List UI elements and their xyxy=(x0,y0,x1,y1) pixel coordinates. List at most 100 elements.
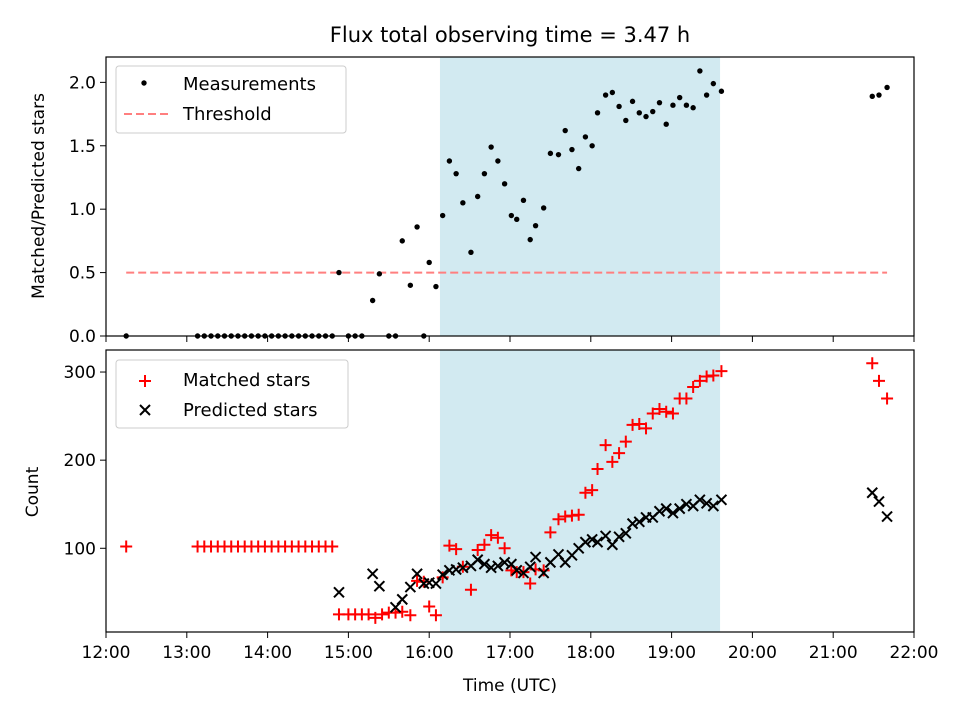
predicted-stars-point xyxy=(478,558,491,570)
measurements-point xyxy=(569,146,575,153)
measurements-point xyxy=(439,212,446,219)
measurements-point xyxy=(399,238,405,244)
measurements-point xyxy=(336,269,342,276)
measurements-point xyxy=(481,170,488,177)
legend-measurements-marker xyxy=(141,80,147,86)
matched-stars-point xyxy=(572,508,585,521)
predicted-stars-point xyxy=(626,517,639,530)
count-panel: 100 200 300 12:00 13:00 14:00 15:00 16:00 17:00… xyxy=(23,349,939,663)
measurements-point xyxy=(616,103,622,110)
measurements-point xyxy=(474,193,481,200)
measurements-point xyxy=(369,297,376,304)
predicted-stars-point xyxy=(436,569,449,581)
x-tick-label: 22:00 xyxy=(890,643,939,663)
predicted-stars-point xyxy=(396,593,408,606)
predicted-stars-point xyxy=(492,560,504,572)
matched-stars-point xyxy=(707,369,720,382)
measurements-point xyxy=(446,158,453,164)
y-tick-label: 0.0 xyxy=(69,327,96,347)
matched-stars-point xyxy=(606,455,619,468)
legend-threshold-label: Threshold xyxy=(182,104,272,125)
matched-stars-point xyxy=(326,540,339,553)
matched-stars-point xyxy=(443,539,456,552)
matched-stars-point xyxy=(464,583,477,596)
measurements-point xyxy=(501,181,508,187)
measurements-point xyxy=(407,282,414,288)
observing-window-shade xyxy=(439,350,721,632)
predicted-stars-point xyxy=(881,510,893,523)
predicted-stars-point xyxy=(373,580,386,592)
predicted-stars-point xyxy=(450,563,462,576)
measurements-point xyxy=(703,92,710,98)
measurements-point xyxy=(582,134,589,140)
predicted-stars-point xyxy=(404,581,417,593)
matched-stars-point xyxy=(680,392,693,405)
x-tick-label: 20:00 xyxy=(728,643,777,663)
predicted-stars-point xyxy=(633,516,645,528)
y-tick-label: 100 xyxy=(64,539,96,559)
ratio-legend: Measurements Threshold xyxy=(115,65,347,134)
measurements-point xyxy=(426,259,432,266)
predicted-stars-point xyxy=(613,531,625,543)
measurements-point xyxy=(718,88,725,94)
matched-stars-point xyxy=(362,608,375,621)
measurements-point xyxy=(575,165,582,172)
measurements-point xyxy=(414,224,420,230)
predicted-stars-point xyxy=(667,507,679,519)
measurements-point xyxy=(594,110,601,116)
predicted-stars-point xyxy=(660,502,672,515)
y-tick-label: 1.5 xyxy=(69,137,96,157)
y-tick-label: 1.0 xyxy=(69,200,96,220)
ratio-panel: 0.00.51.01.52.0 Matched/Predicted stars … xyxy=(29,56,915,347)
x-tick-label: 17:00 xyxy=(486,643,535,663)
predicted-stars-point xyxy=(333,586,345,599)
measurements-point xyxy=(869,93,875,100)
matched-stars-point xyxy=(524,577,537,590)
ratio-legend-box xyxy=(115,65,347,134)
predicted-stars-point xyxy=(694,494,706,506)
measurements-point xyxy=(468,249,474,255)
predicted-stars-point xyxy=(498,556,511,569)
measurements-point xyxy=(460,200,466,206)
matched-stars-point xyxy=(715,365,728,378)
matched-stars-point xyxy=(613,447,626,460)
predicted-stars-point xyxy=(707,500,720,512)
measurements-point xyxy=(623,117,629,124)
predicted-stars-point xyxy=(599,530,612,542)
measurements-point xyxy=(670,102,676,108)
matched-stars-point xyxy=(619,435,632,448)
predicted-stars-point xyxy=(653,505,666,517)
measurements-point xyxy=(636,110,642,116)
measurements-point xyxy=(520,197,527,204)
x-tick-label: 14:00 xyxy=(243,643,292,663)
measurements-point xyxy=(495,158,501,164)
measurements-point xyxy=(643,113,649,120)
matched-stars-point xyxy=(478,538,491,551)
matched-stars-point xyxy=(633,418,646,431)
y-tick-label: 0.5 xyxy=(69,264,96,284)
measurements-point xyxy=(508,212,515,219)
matched-stars-point xyxy=(552,513,565,526)
x-tick-label: 13:00 xyxy=(162,643,211,663)
count-y-axis-label: Count xyxy=(23,466,43,517)
matched-stars-point xyxy=(485,529,498,542)
measurements-point xyxy=(676,94,683,101)
predicted-stars-point xyxy=(579,536,592,548)
measurements-point xyxy=(562,127,568,134)
measurements-point xyxy=(488,144,494,150)
measurements-point xyxy=(453,170,459,177)
x-tick-label: 12:00 xyxy=(82,643,131,663)
predicted-stars-point xyxy=(511,564,523,577)
measurements-point xyxy=(690,105,696,111)
matched-stars-point xyxy=(450,543,463,556)
matched-stars-point xyxy=(872,374,885,387)
x-tick-label: 18:00 xyxy=(566,643,615,663)
predicted-stars-point xyxy=(673,502,686,515)
matched-stars-point xyxy=(646,407,659,420)
matched-stars-point xyxy=(498,542,511,555)
measurements-point xyxy=(697,68,703,74)
measurements-point xyxy=(376,271,383,277)
legend-measurements-label: Measurements xyxy=(183,74,316,95)
measurements-point xyxy=(710,80,717,87)
